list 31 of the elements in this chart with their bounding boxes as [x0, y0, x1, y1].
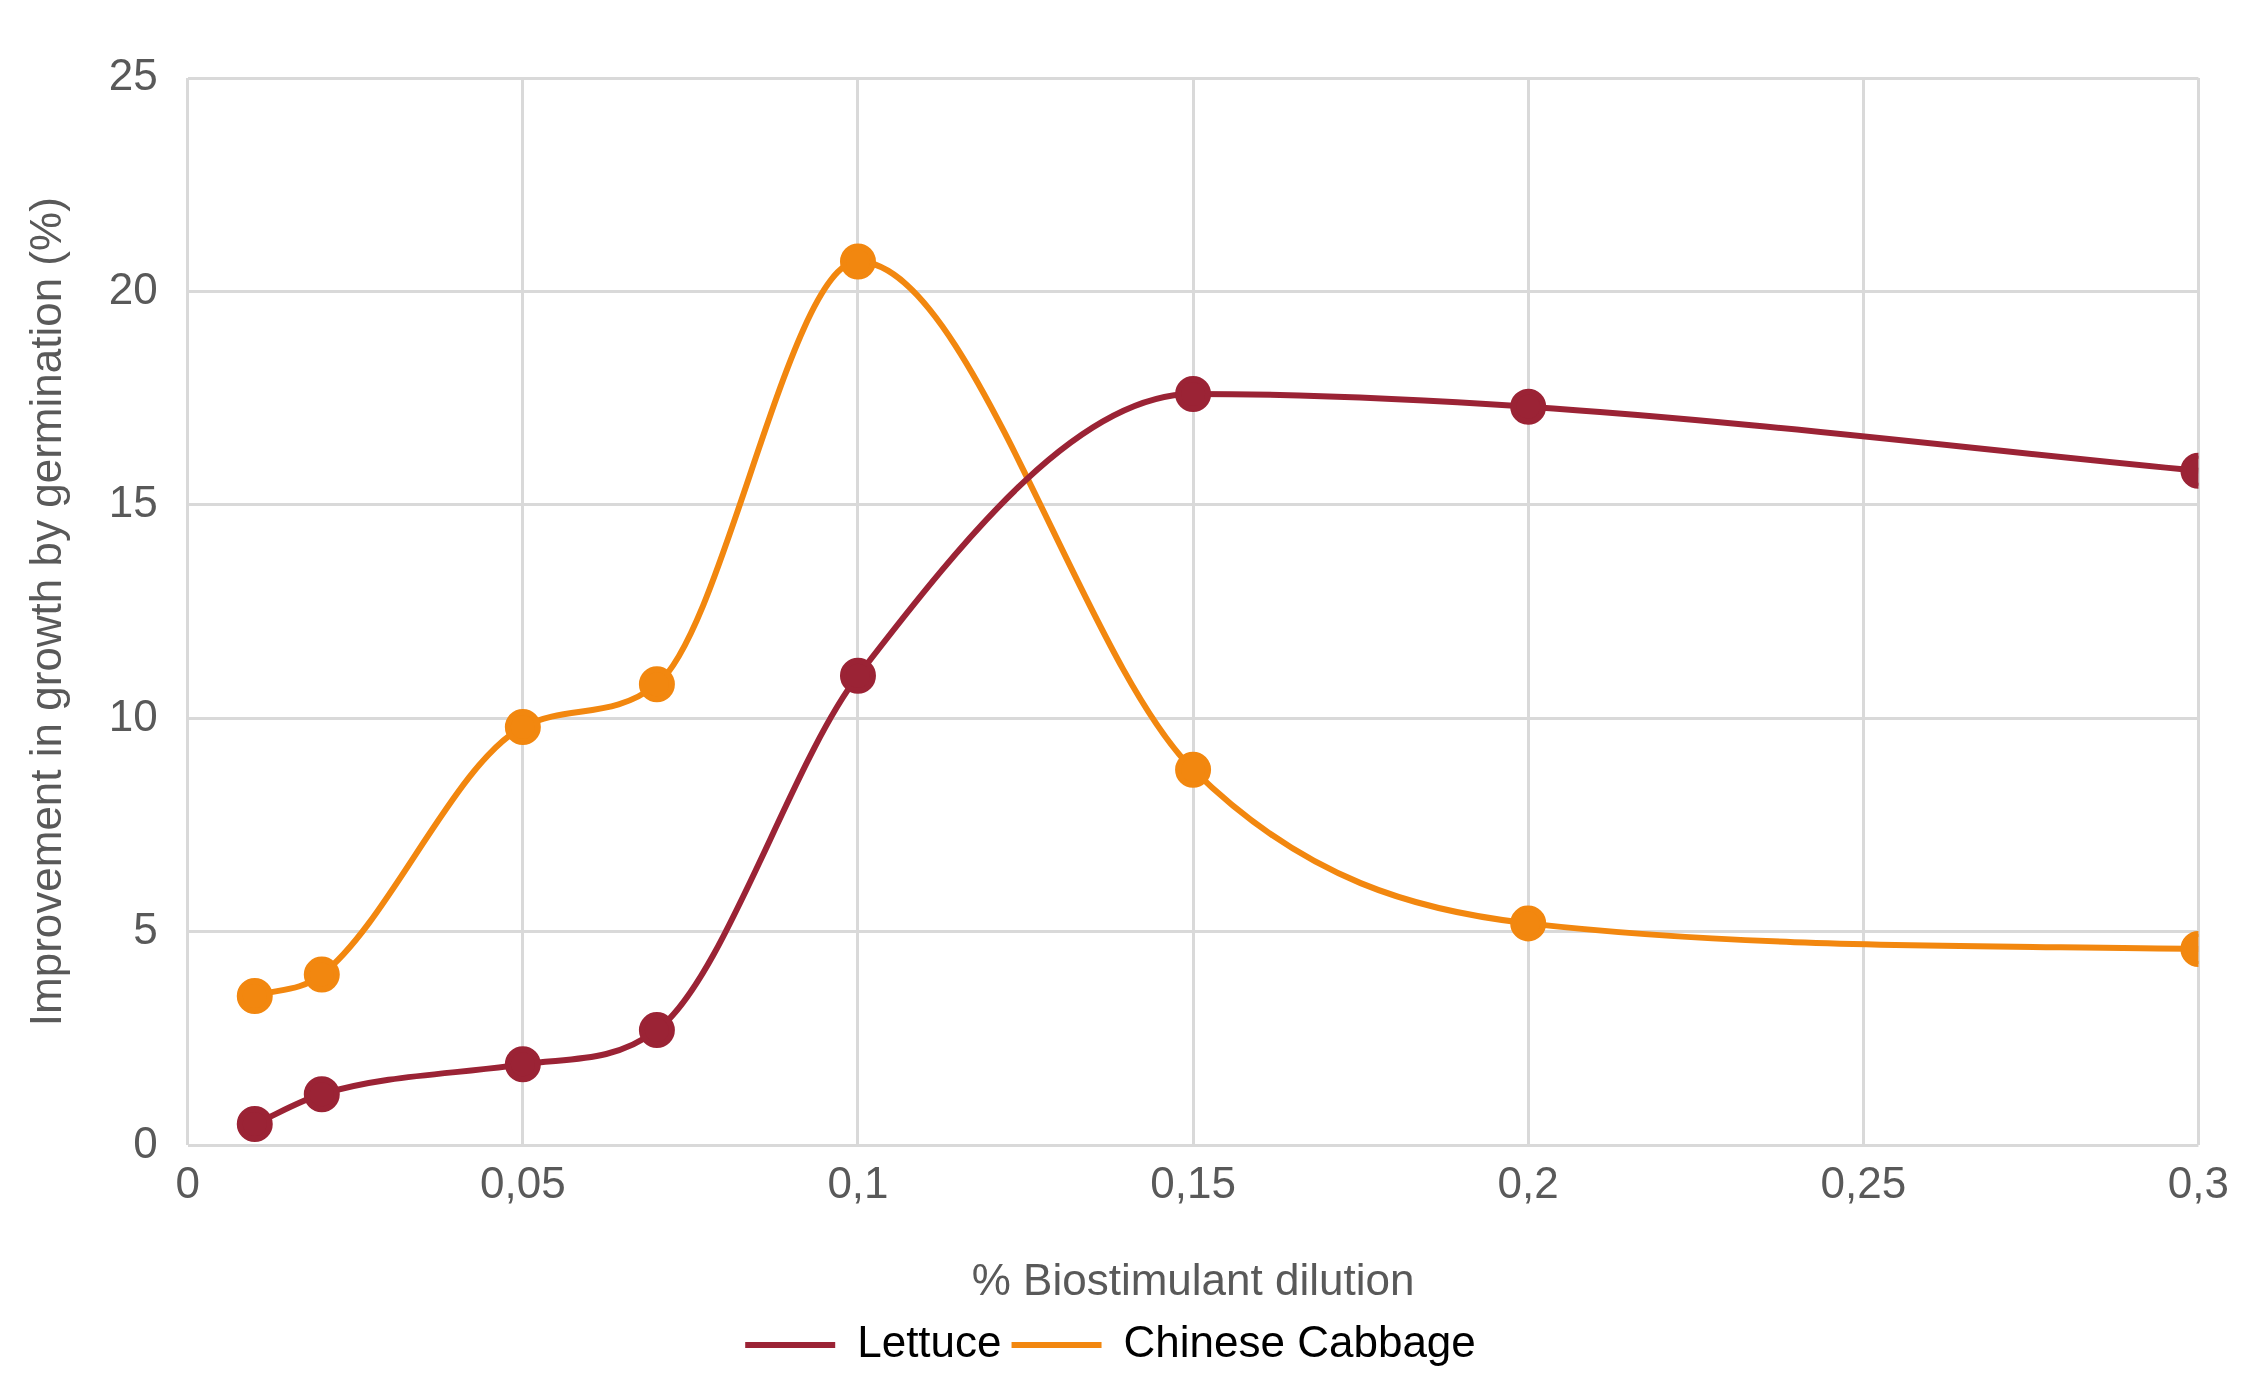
point: [236, 977, 273, 1014]
y-tick-label: 0: [133, 1117, 158, 1167]
y-tick-label: 5: [133, 904, 158, 954]
point: [303, 1076, 340, 1113]
x-tick-label: 0,25: [1820, 1157, 1907, 1207]
point: [303, 956, 340, 993]
legend-label: Lettuce: [857, 1317, 1002, 1367]
point: [504, 708, 541, 745]
x-axis-title: % Biostimulant dilution: [971, 1254, 1415, 1304]
point: [638, 666, 675, 703]
point: [638, 1012, 675, 1049]
x-tick-label: 0,1: [827, 1157, 889, 1207]
point: [236, 1106, 273, 1143]
point: [504, 1046, 541, 1083]
y-axis-title: Improvement in growth by germination (%): [20, 197, 70, 1027]
y-tick-label: 10: [108, 690, 158, 740]
y-tick-label: 25: [108, 50, 158, 100]
point: [839, 243, 876, 280]
x-tick-label: 0,2: [1497, 1157, 1559, 1207]
x-tick-label: 0,3: [2167, 1157, 2229, 1207]
point: [1175, 751, 1212, 788]
point: [1510, 388, 1547, 425]
legend-label: Chinese Cabbage: [1123, 1317, 1476, 1367]
point: [839, 657, 876, 694]
x-tick-label: 0,05: [480, 1157, 566, 1207]
point: [1510, 905, 1547, 942]
y-tick-label: 20: [108, 263, 158, 313]
point: [1175, 375, 1212, 412]
x-tick-label: 0,15: [1150, 1157, 1236, 1207]
x-tick-label: 0: [175, 1157, 200, 1207]
y-tick-label: 15: [108, 477, 158, 527]
